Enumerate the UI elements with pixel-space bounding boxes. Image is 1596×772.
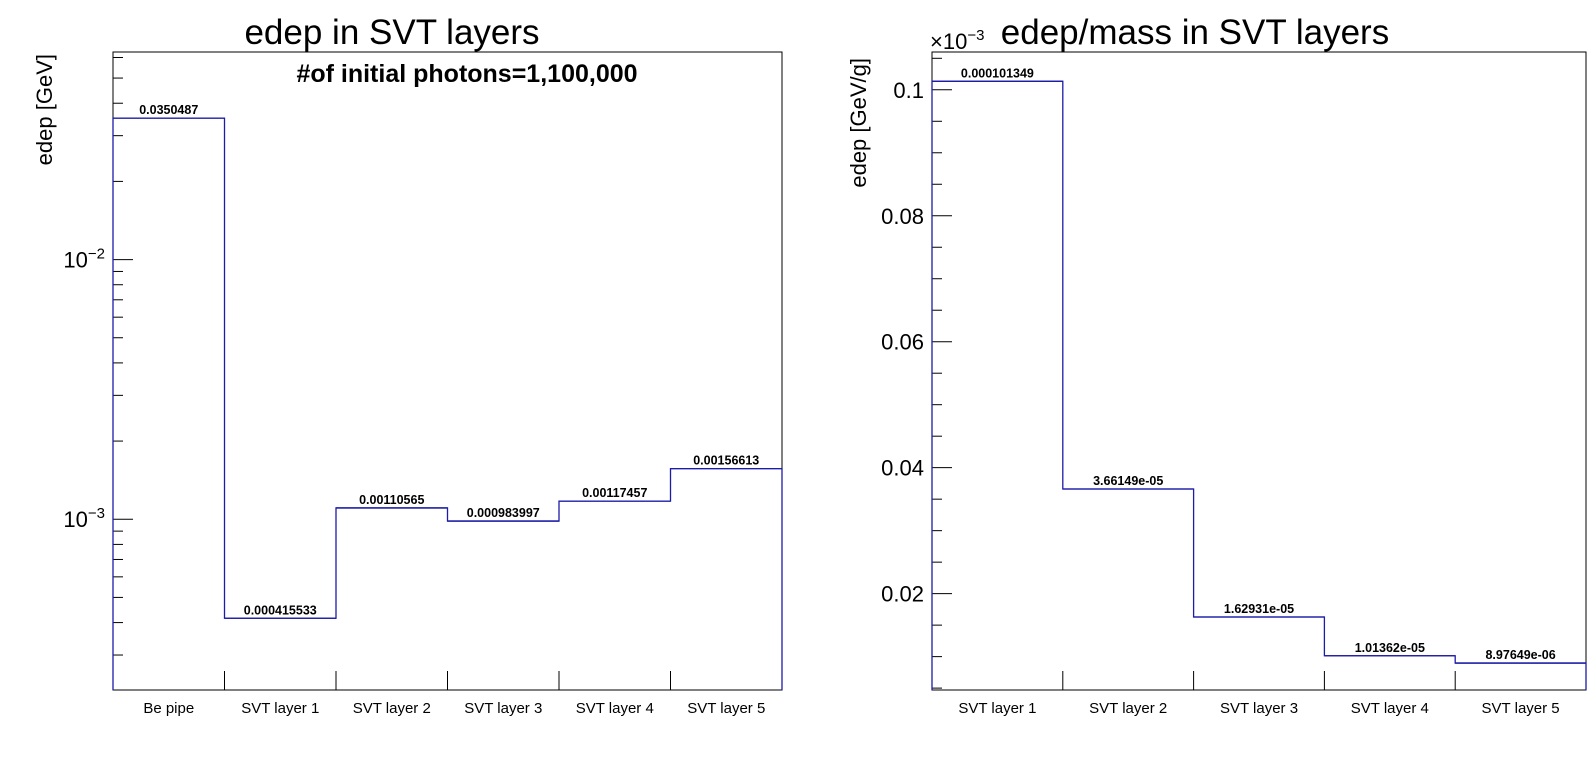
data-label: 0.0350487 [139, 103, 198, 117]
data-label: 3.66149e-05 [1093, 474, 1163, 488]
xtick-label: SVT layer 2 [1089, 700, 1167, 717]
chart-right-ylabel: edep [GeV/g] [846, 58, 871, 188]
chart-right-histogram: 0.000101349 3.66149e-05 1.62931e-05 1.01362… [931, 66, 1587, 690]
xtick-label: SVT layer 4 [1351, 700, 1429, 717]
chart-left-yaxis: 10−210−3 [63, 57, 133, 656]
chart-left-frame [112, 51, 783, 691]
chart-right-multiplier-exp: −3 [967, 27, 984, 44]
xtick-label: SVT layer 1 [241, 700, 319, 717]
chart-left: edep in SVT layers #of initial photons=1… [32, 13, 783, 717]
chart-right: edep/mass in SVT layers ×10−3 edep [GeV/… [846, 13, 1587, 717]
data-label: 1.01362e-05 [1355, 641, 1425, 655]
ytick-label: 0.08 [881, 204, 924, 229]
ytick-label: 10−2 [63, 246, 105, 273]
xtick-label: SVT layer 5 [687, 700, 765, 717]
histogram-line [112, 117, 783, 690]
ytick-label: 10−3 [63, 505, 105, 532]
ytick-label-base: 10 [63, 507, 87, 532]
chart-right-yaxis: 0.02 0.04 0.06 0.08 0.1 [881, 57, 952, 689]
data-label: 0.000983997 [467, 506, 540, 520]
chart-left-histogram: 0.0350487 0.000415533 0.00110565 0.00098399… [112, 103, 783, 690]
xtick-label: Be pipe [143, 700, 194, 717]
data-label: 0.00110565 [359, 493, 424, 507]
chart-right-xaxis: SVT layer 1 SVT layer 2 SVT layer 3 SVT lay… [958, 671, 1560, 717]
histogram-line [931, 80, 1587, 690]
ytick-label-base: 10 [63, 248, 87, 273]
ytick-label-exp: −2 [88, 246, 105, 263]
data-label: 0.00156613 [693, 454, 759, 468]
xtick-label: SVT layer 5 [1482, 700, 1560, 717]
chart-left-xaxis: Be pipe SVT layer 1 SVT layer 2 SVT layer 3… [143, 671, 765, 717]
chart-left-title: edep in SVT layers [244, 13, 539, 52]
data-label: 0.00117457 [582, 486, 647, 500]
ytick-label: 0.02 [881, 582, 924, 607]
chart-right-title: edep/mass in SVT layers [1001, 13, 1389, 52]
ytick-label: 0.06 [881, 330, 924, 355]
ytick-label: 0.04 [881, 456, 924, 481]
chart-left-annotation: #of initial photons=1,100,000 [296, 60, 637, 88]
ytick-label-exp: −3 [88, 505, 105, 522]
chart-right-multiplier: ×10−3 [930, 27, 984, 54]
xtick-label: SVT layer 4 [576, 700, 654, 717]
xtick-label: SVT layer 1 [958, 700, 1036, 717]
xtick-label: SVT layer 2 [353, 700, 431, 717]
data-label: 0.000101349 [961, 66, 1034, 80]
ytick-label: 0.1 [893, 78, 924, 103]
xtick-label: SVT layer 3 [1220, 700, 1298, 717]
data-label: 1.62931e-05 [1224, 602, 1294, 616]
xtick-label: SVT layer 3 [464, 700, 542, 717]
data-label: 0.000415533 [244, 603, 317, 617]
chart-right-multiplier-base: ×10 [930, 29, 967, 54]
data-label: 8.97649e-06 [1485, 648, 1555, 662]
chart-right-frame [931, 51, 1587, 691]
chart-left-ylabel: edep [GeV] [32, 54, 57, 165]
